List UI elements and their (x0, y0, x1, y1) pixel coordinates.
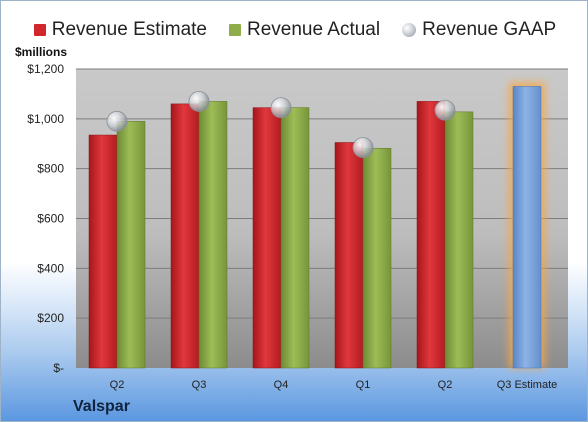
legend: Revenue Estimate Revenue Actual Revenue … (1, 15, 587, 45)
bar-revenue-actual (362, 147, 392, 369)
grid-lines (76, 68, 568, 319)
x-axis: Q2 Q3 Q4 Q1 Q2 Q3 Estimate (110, 379, 558, 391)
x-tick-label: Q1 (356, 379, 371, 391)
bars (88, 82, 545, 369)
bar-revenue-forecast (512, 86, 542, 369)
y-tick-label: $400 (37, 261, 64, 275)
legend-label-gaap: Revenue GAAP (422, 19, 557, 40)
y-tick-label: $1,000 (27, 112, 64, 126)
legend-label-actual: Revenue Actual (247, 19, 381, 40)
legend-swatch-estimate (33, 24, 46, 36)
legend-swatch-actual (229, 24, 241, 36)
point-revenue-gaap (434, 99, 456, 121)
bar-revenue-actual (116, 121, 146, 369)
legend-item-actual: Revenue Actual (229, 19, 380, 41)
legend-item-estimate: Revenue Estimate (33, 19, 207, 41)
x-tick-label: Q3 (192, 379, 207, 391)
bar-revenue-estimate (170, 103, 200, 369)
bar-revenue-estimate (416, 101, 446, 369)
point-revenue-gaap (188, 90, 210, 112)
y-tick-label: $800 (37, 162, 64, 176)
y-tick-label: $600 (37, 212, 64, 226)
x-tick-label: Q2 (438, 379, 453, 391)
y-tick-label: $200 (37, 311, 64, 325)
y-tick-label: $- (53, 361, 64, 375)
bar-revenue-actual (198, 101, 228, 369)
point-revenue-gaap (106, 110, 128, 132)
x-tick-label: Q3 Estimate (497, 379, 558, 391)
bar-revenue-actual (280, 107, 310, 369)
point-revenue-gaap (270, 97, 292, 119)
legend-label-estimate: Revenue Estimate (51, 19, 207, 40)
bar-revenue-actual (444, 111, 474, 369)
point-revenue-gaap (352, 137, 374, 158)
bar-revenue-estimate (88, 134, 118, 369)
bar-revenue-estimate (252, 107, 282, 369)
y-axis: $- $200 $400 $600 $800 $1,000 $1,200 (27, 62, 64, 375)
legend-swatch-gaap (402, 23, 417, 37)
units-label: $millions (15, 45, 68, 59)
company-name: Valspar (73, 398, 130, 415)
legend-item-gaap: Revenue GAAP (402, 19, 556, 41)
x-tick-label: Q4 (274, 379, 289, 391)
bar-revenue-estimate (334, 142, 364, 369)
x-tick-label: Q2 (110, 379, 125, 391)
y-tick-label: $1,200 (27, 62, 64, 76)
